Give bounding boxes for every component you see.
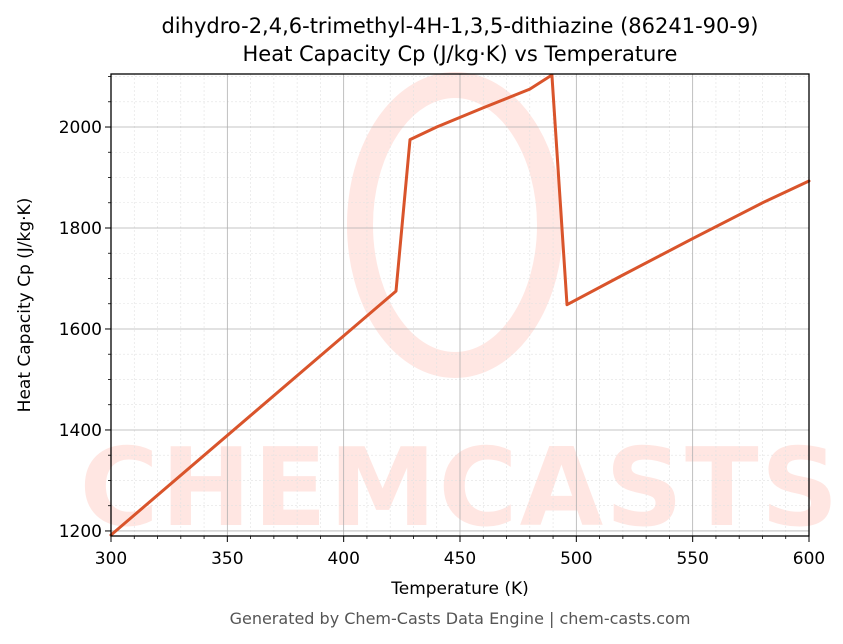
x-tick-label: 300 [95,549,127,569]
chart-subtitle: Heat Capacity Cp (J/kg·K) vs Temperature [243,42,678,66]
x-tick-label: 450 [444,549,476,569]
x-axis-label: Temperature (K) [390,579,529,599]
y-tick-labels: 1200 1400 1600 1800 2000 [59,118,102,542]
y-tick-label: 1200 [59,522,102,542]
x-tick-label: 500 [560,549,592,569]
y-tick-label: 2000 [59,118,102,138]
x-tick-label: 350 [211,549,243,569]
y-tick-label: 1600 [59,320,102,340]
watermark: CHEMCASTS [80,72,841,551]
x-tick-label: 600 [793,549,825,569]
watermark-text: CHEMCASTS [80,426,841,551]
series-line-cp [109,73,811,537]
axis-ticks [105,76,810,542]
x-tick-label: 550 [676,549,708,569]
x-tick-label: 400 [327,549,359,569]
series-layer [109,73,811,537]
x-tick-labels: 300 350 400 450 500 550 600 [95,549,825,569]
y-tick-label: 1800 [59,219,102,239]
watermark-logo-ring [347,72,563,378]
footer-credit: Generated by Chem-Casts Data Engine | ch… [230,609,691,628]
y-tick-label: 1400 [59,421,102,441]
chart-title: dihydro-2,4,6-trimethyl-4H-1,3,5-dithiaz… [161,14,758,38]
y-axis-label: Heat Capacity Cp (J/kg·K) [15,198,35,413]
